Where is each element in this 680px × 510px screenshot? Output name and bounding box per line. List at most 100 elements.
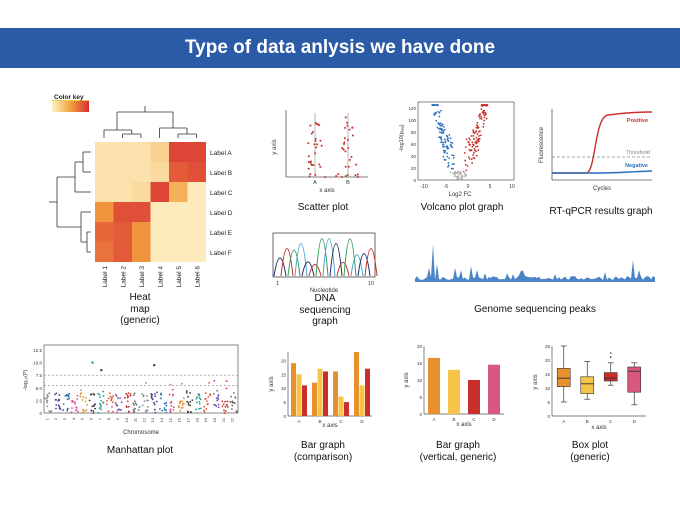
volcano-point (471, 141, 474, 144)
manhattan-xtick: 4 (71, 417, 76, 420)
genome-panel (415, 232, 655, 292)
volcano-point (440, 141, 443, 144)
manhattan-point (126, 400, 129, 403)
manhattan-point (165, 404, 168, 407)
volcano-point (480, 108, 483, 111)
scatter-point (307, 167, 310, 170)
manhattan-xtick: 7 (97, 417, 102, 420)
boxplot-ytick: 5 (547, 400, 550, 405)
bar-comparison-bar (317, 368, 323, 416)
manhattan-point (165, 411, 168, 414)
positive-label: Positive (627, 118, 648, 124)
scatter-point (348, 128, 351, 131)
scatter-point (309, 161, 312, 164)
manhattan-point (182, 402, 184, 405)
manhattan-point (153, 408, 156, 411)
dna-xtick: 1 (276, 281, 279, 287)
volcano-xtick: -10 (420, 184, 427, 190)
volcano-point (451, 146, 454, 149)
volcano-point (472, 156, 475, 159)
manhattan-point (232, 392, 235, 394)
manhattan-point (92, 412, 95, 414)
bar-vertical-bar (428, 357, 440, 414)
manhattan-point (145, 408, 148, 411)
scatter-point (309, 124, 312, 127)
volcano-point (460, 175, 463, 178)
scatter-point (335, 175, 338, 178)
scatter-group-label: B (346, 180, 350, 186)
manhattan-point (159, 397, 162, 400)
manhattan-ylabel: -log₁₀(P) (23, 370, 29, 391)
manhattan-xtick: 11 (133, 417, 138, 422)
volcano-point (473, 138, 475, 140)
manhattan-point (85, 409, 88, 412)
volcano-point (475, 142, 478, 144)
bar-comparison-bar (302, 385, 307, 416)
scatter-point (313, 143, 316, 146)
volcano-point (482, 111, 485, 113)
volcano-point (444, 149, 447, 152)
manhattan-point (216, 399, 219, 402)
manhattan-point (82, 411, 84, 414)
volcano-point (471, 162, 474, 164)
manhattan-point (70, 411, 73, 414)
bar-vertical-xtick: B (452, 417, 455, 422)
volcano-point (452, 156, 455, 159)
scatter-point (320, 144, 323, 147)
heatmap-cell (95, 162, 114, 182)
manhattan-point (125, 392, 128, 395)
boxplot-outlier (609, 356, 612, 358)
scatter-point (347, 147, 350, 150)
heatmap-cell (95, 202, 114, 222)
volcano-point (450, 167, 453, 170)
boxplot-ylabel: y axis (533, 374, 539, 389)
manhattan-point (81, 409, 84, 411)
manhattan-point (66, 409, 69, 412)
volcano-point (471, 145, 474, 148)
manhattan-xtick: 9 (115, 417, 120, 420)
scatter-point (356, 175, 359, 178)
scatter-point (319, 139, 322, 142)
manhattan-point (179, 409, 182, 412)
volcano-point (464, 146, 467, 149)
volcano-point (435, 104, 438, 106)
manhattan-point (116, 404, 118, 407)
scatter-point (343, 143, 346, 146)
manhattan-ytick: 2.5 (36, 398, 43, 403)
manhattan-xtick: 6 (89, 417, 94, 420)
boxplot-ytick: 15 (545, 372, 551, 377)
manhattan-panel: 0 2.5 5.0 7.5 10.0 12.5 1 2 3 4 5 6 7 8 9 10 11 12 13 14 15 1… (20, 342, 242, 438)
volcano-point (482, 122, 485, 125)
manhattan-point (127, 405, 130, 408)
volcano-ytick: 80 (411, 130, 417, 135)
manhattan-point (195, 408, 198, 411)
heatmap-col-label: Label 6 (195, 266, 202, 288)
volcano-point (467, 156, 470, 158)
scatter-point (344, 165, 347, 168)
heatmap-caption: Heat map (generic) (120, 292, 160, 326)
bar-comparison-ytick: 10 (281, 386, 287, 391)
dna-peak (315, 238, 329, 277)
bar-comparison-xtick: C (339, 419, 343, 424)
manhattan-point (224, 400, 227, 403)
manhattan-point (169, 383, 172, 386)
volcano-point (453, 173, 456, 176)
manhattan-point (45, 400, 48, 402)
bar-comparison-bar (344, 402, 349, 416)
volcano-point (478, 115, 481, 118)
volcano-point (447, 164, 450, 167)
dna-peak (280, 248, 294, 277)
manhattan-point (169, 408, 172, 411)
volcano-point (433, 114, 436, 116)
manhattan-point (151, 397, 153, 400)
manhattan-point (196, 396, 199, 398)
heatmap-cell (187, 142, 206, 162)
volcano-point (478, 113, 481, 116)
manhattan-point (132, 394, 135, 397)
genome-chart (415, 244, 655, 282)
manhattan-point (77, 410, 79, 413)
volcano-point (480, 118, 483, 120)
